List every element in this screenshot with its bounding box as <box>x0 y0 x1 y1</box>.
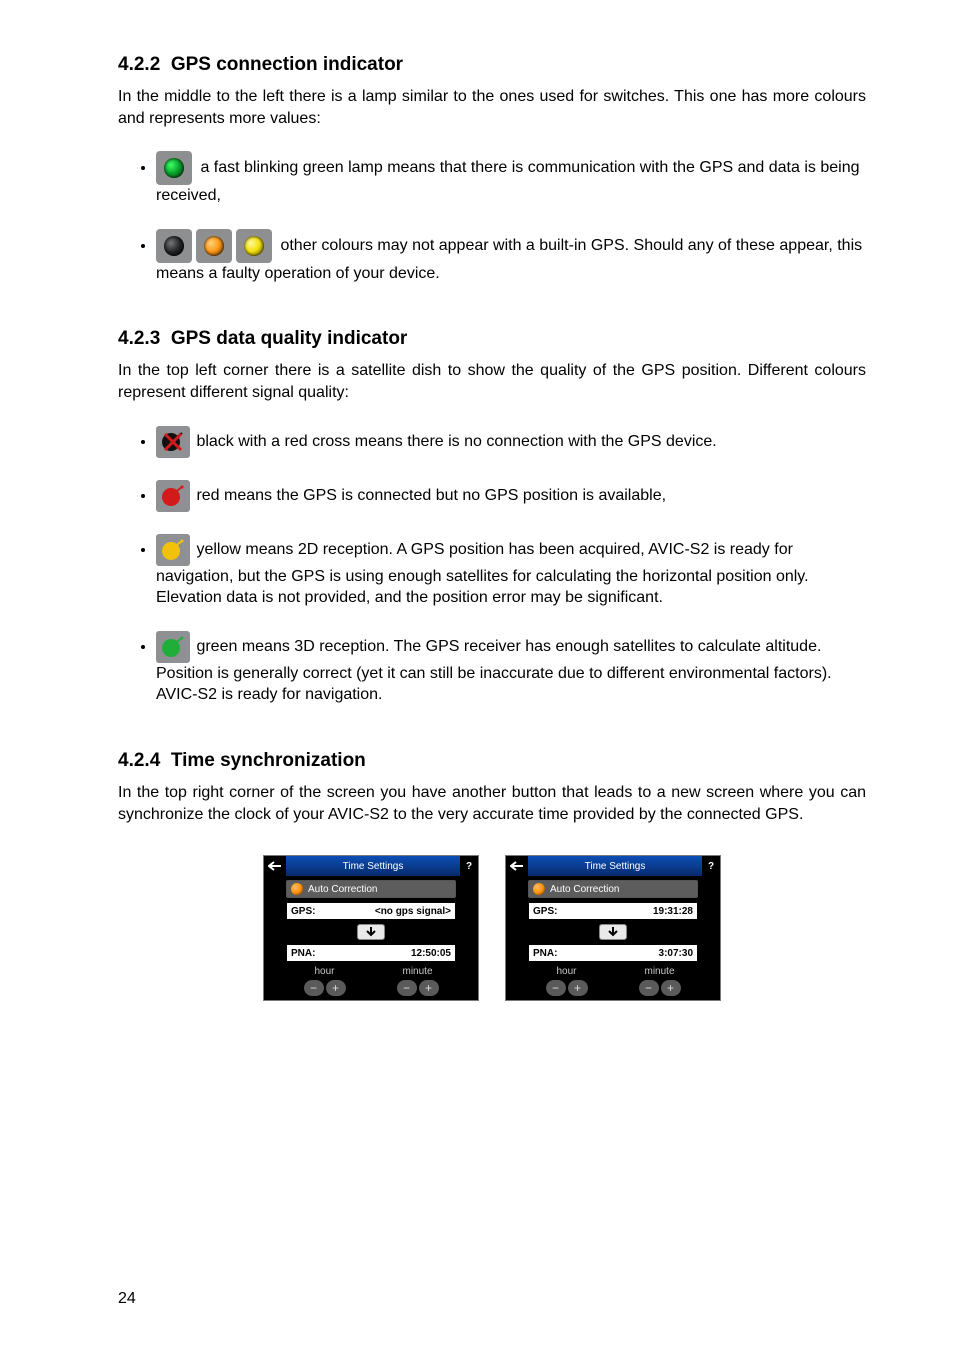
minute-plus-button[interactable]: + <box>661 980 681 996</box>
title-text: Time Settings <box>528 861 702 872</box>
bullet-text: black with a red cross means there is no… <box>196 433 716 450</box>
hour-minute-row: hour −+ minute −+ <box>286 966 456 996</box>
minute-plus-button[interactable]: + <box>419 980 439 996</box>
bullet-text: yellow means 2D reception. A GPS positio… <box>156 541 809 606</box>
pna-label: PNA: <box>533 948 557 959</box>
pna-field: PNA: 3:07:30 <box>528 944 698 962</box>
pna-value: 12:50:05 <box>411 948 451 959</box>
bullet-text: red means the GPS is connected but no GP… <box>196 487 666 504</box>
toggle-lamp-icon <box>533 883 545 895</box>
heading-4-2-3: 4.2.3 GPS data quality indicator <box>118 328 866 350</box>
para-4-2-2: In the middle to the left there is a lam… <box>118 86 866 129</box>
dish-green-icon <box>156 631 190 663</box>
dish-black-cross-icon <box>156 426 190 458</box>
bullet-list-1: a fast blinking green lamp means that th… <box>118 151 866 284</box>
heading-4-2-4: 4.2.4 Time synchronization <box>118 750 866 772</box>
list-item: a fast blinking green lamp means that th… <box>156 151 866 207</box>
lamp-group-icon <box>156 229 274 263</box>
pna-value: 3:07:30 <box>659 948 693 959</box>
hour-label: hour <box>286 966 363 977</box>
para-4-2-4: In the top right corner of the screen yo… <box>118 782 866 825</box>
list-item: yellow means 2D reception. A GPS positio… <box>156 534 866 609</box>
list-item: red means the GPS is connected but no GP… <box>156 480 866 512</box>
pna-label: PNA: <box>291 948 315 959</box>
gps-label: GPS: <box>533 906 557 917</box>
gps-value: <no gps signal> <box>375 906 451 917</box>
bullet-text: a fast blinking green lamp means that th… <box>156 159 859 204</box>
time-settings-screenshot-left: Time Settings ? Auto Correction GPS: <no… <box>263 855 479 1001</box>
gps-value: 19:31:28 <box>653 906 693 917</box>
heading-title: GPS connection indicator <box>171 54 403 75</box>
list-item: other colours may not appear with a buil… <box>156 229 866 285</box>
heading-num: 4.2.4 <box>118 750 160 771</box>
minute-label: minute <box>379 966 456 977</box>
list-item: black with a red cross means there is no… <box>156 426 866 458</box>
hour-plus-button[interactable]: + <box>326 980 346 996</box>
heading-title: Time synchronization <box>171 750 366 771</box>
auto-correction-label: Auto Correction <box>308 884 377 895</box>
minute-minus-button[interactable]: − <box>397 980 417 996</box>
title-text: Time Settings <box>286 861 460 872</box>
title-bar: Time Settings ? <box>506 856 720 876</box>
heading-num: 4.2.2 <box>118 54 160 75</box>
bullet-list-2: black with a red cross means there is no… <box>118 426 866 706</box>
lamp-green-icon <box>156 151 194 185</box>
minute-label: minute <box>621 966 698 977</box>
hour-minus-button[interactable]: − <box>304 980 324 996</box>
gps-field: GPS: <no gps signal> <box>286 902 456 920</box>
auto-correction-toggle[interactable]: Auto Correction <box>286 880 456 898</box>
title-bar: Time Settings ? <box>264 856 478 876</box>
gps-field: GPS: 19:31:28 <box>528 902 698 920</box>
help-button[interactable]: ? <box>702 856 720 876</box>
minute-minus-button[interactable]: − <box>639 980 659 996</box>
heading-title: GPS data quality indicator <box>171 328 408 349</box>
sync-down-button[interactable] <box>528 924 698 940</box>
back-button[interactable] <box>264 856 286 876</box>
hour-label: hour <box>528 966 605 977</box>
auto-correction-label: Auto Correction <box>550 884 619 895</box>
dish-yellow-icon <box>156 534 190 566</box>
hour-minute-row: hour −+ minute −+ <box>528 966 698 996</box>
help-button[interactable]: ? <box>460 856 478 876</box>
list-item: green means 3D reception. The GPS receiv… <box>156 631 866 706</box>
screenshot-row: Time Settings ? Auto Correction GPS: <no… <box>118 855 866 1001</box>
pna-field: PNA: 12:50:05 <box>286 944 456 962</box>
auto-correction-toggle[interactable]: Auto Correction <box>528 880 698 898</box>
heading-num: 4.2.3 <box>118 328 160 349</box>
dish-red-icon <box>156 480 190 512</box>
back-button[interactable] <box>506 856 528 876</box>
gps-label: GPS: <box>291 906 315 917</box>
heading-4-2-2: 4.2.2 GPS connection indicator <box>118 54 866 76</box>
bullet-text: green means 3D reception. The GPS receiv… <box>156 638 832 703</box>
hour-plus-button[interactable]: + <box>568 980 588 996</box>
hour-minus-button[interactable]: − <box>546 980 566 996</box>
page-number: 24 <box>118 1290 136 1308</box>
sync-down-button[interactable] <box>286 924 456 940</box>
time-settings-screenshot-right: Time Settings ? Auto Correction GPS: 19:… <box>505 855 721 1001</box>
para-4-2-3: In the top left corner there is a satell… <box>118 360 866 403</box>
toggle-lamp-icon <box>291 883 303 895</box>
